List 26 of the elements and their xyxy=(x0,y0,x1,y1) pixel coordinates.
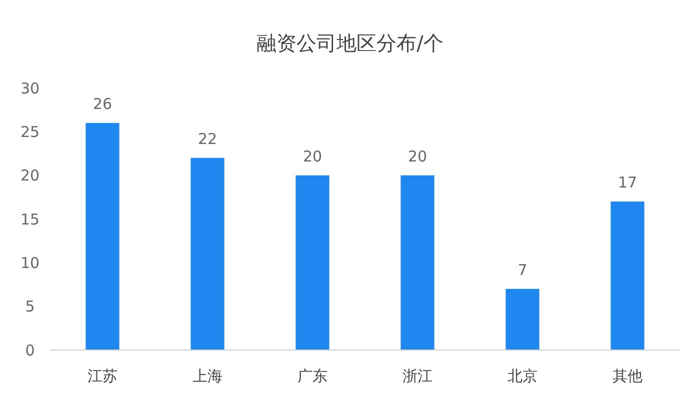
y-tick-label: 0 xyxy=(25,341,35,360)
y-tick-label: 10 xyxy=(20,254,40,272)
x-tick-label: 北京 xyxy=(508,367,538,385)
data-label: 17 xyxy=(618,174,638,192)
bar xyxy=(610,202,644,350)
x-tick-label: 江苏 xyxy=(88,367,118,385)
chart-title: 融资公司地区分布/个 xyxy=(256,31,444,55)
data-label: 22 xyxy=(198,130,218,148)
bar xyxy=(190,158,224,350)
y-tick-label: 5 xyxy=(25,298,35,316)
y-tick-label: 15 xyxy=(20,210,40,228)
x-tick-label: 浙江 xyxy=(402,367,432,385)
x-tick-label: 上海 xyxy=(192,367,222,385)
y-tick-label: 30 xyxy=(20,79,40,98)
bar xyxy=(296,175,330,350)
data-label: 20 xyxy=(302,147,322,166)
data-label: 26 xyxy=(92,94,112,113)
bar xyxy=(506,288,540,350)
data-label: 7 xyxy=(518,260,528,279)
bar xyxy=(400,175,434,350)
y-tick-label: 20 xyxy=(20,166,40,185)
bar xyxy=(86,122,120,350)
x-tick-label: 其他 xyxy=(612,367,642,385)
data-label: 20 xyxy=(408,147,428,166)
x-tick-label: 广东 xyxy=(298,367,328,385)
y-tick-label: 25 xyxy=(20,122,40,141)
